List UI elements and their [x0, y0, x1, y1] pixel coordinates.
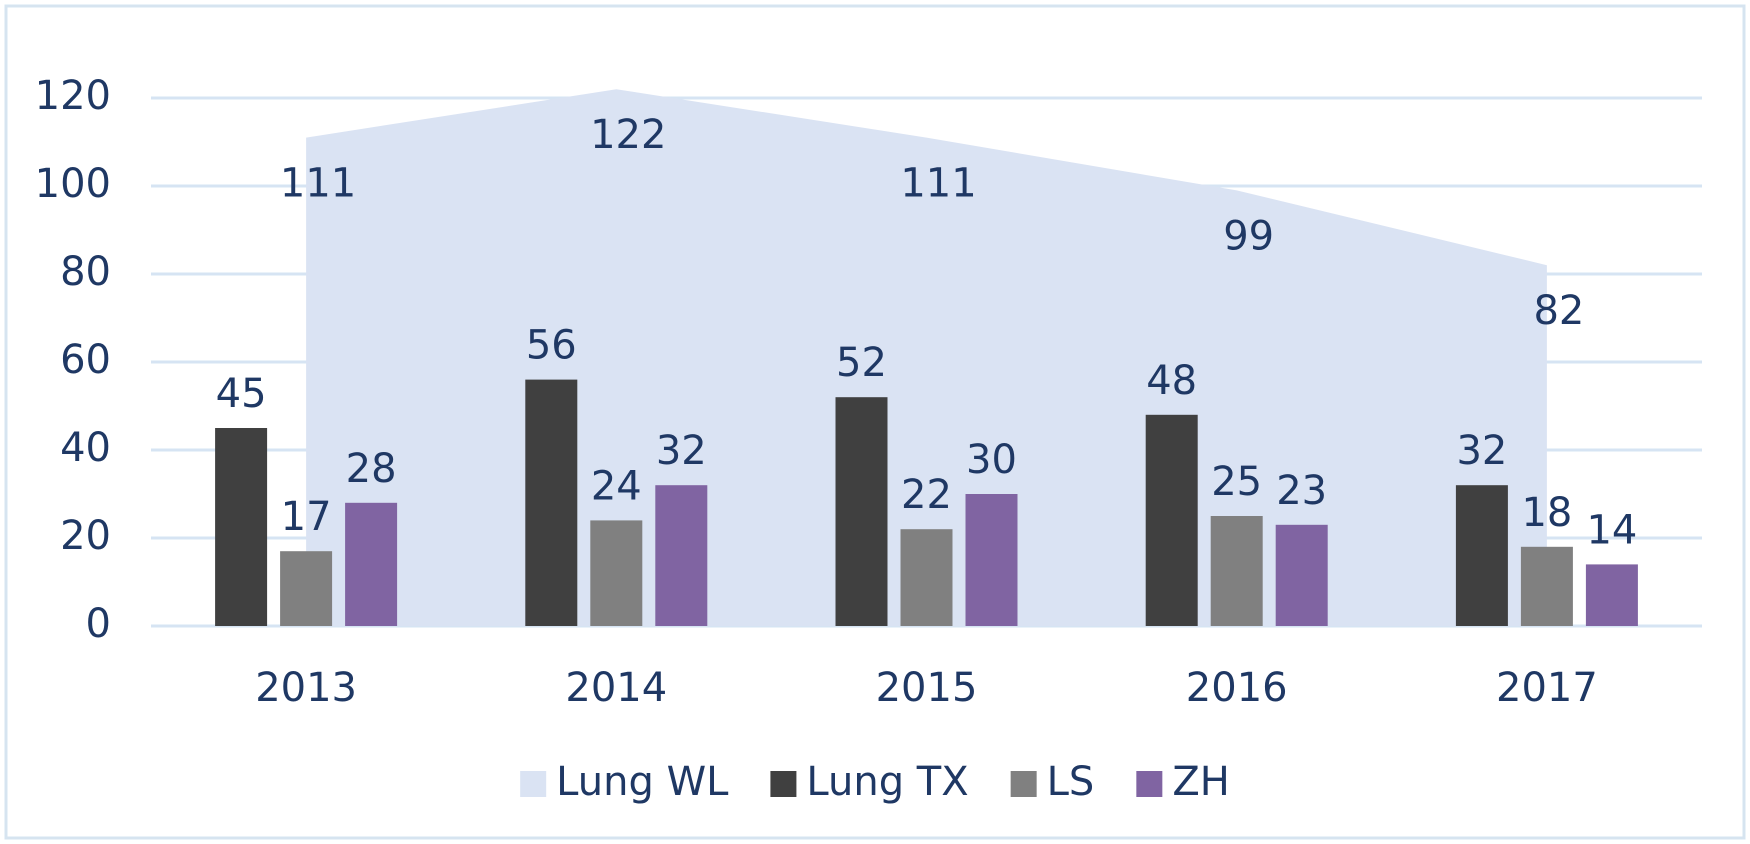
- bar: [965, 494, 1018, 626]
- legend-item: Lung TX: [770, 759, 969, 805]
- data-label: 45: [216, 371, 267, 417]
- legend-label: ZH: [1172, 759, 1229, 805]
- bar: [280, 551, 333, 626]
- y-tick-label: 120: [35, 73, 111, 119]
- data-label: 48: [1146, 358, 1197, 404]
- data-label: 99: [1223, 213, 1274, 259]
- data-label: 23: [1276, 468, 1327, 514]
- y-tick-label: 20: [60, 513, 111, 559]
- x-tick-label: 2014: [565, 665, 667, 711]
- bar: [525, 379, 578, 626]
- y-tick-label: 0: [86, 601, 111, 647]
- area: [306, 89, 1547, 626]
- data-label: 32: [656, 428, 707, 474]
- data-label: 14: [1586, 507, 1637, 553]
- data-label: 30: [966, 437, 1017, 483]
- data-label: 56: [526, 323, 577, 369]
- data-label: 17: [281, 494, 332, 540]
- x-tick-label: 2017: [1496, 665, 1598, 711]
- data-label: 24: [591, 463, 642, 509]
- legend-label: Lung TX: [806, 759, 968, 805]
- bar: [1210, 516, 1263, 626]
- bar: [900, 529, 953, 626]
- y-tick-label: 80: [60, 249, 111, 295]
- data-label: 111: [280, 161, 356, 207]
- legend-label: LS: [1047, 759, 1095, 805]
- data-label: 52: [836, 340, 887, 386]
- bar: [655, 485, 708, 626]
- bar: [345, 502, 398, 626]
- bar: [1455, 485, 1508, 626]
- legend-item: Lung WL: [520, 759, 729, 805]
- bar: [215, 428, 268, 626]
- data-label: 32: [1456, 428, 1507, 474]
- legend-item: ZH: [1136, 759, 1230, 805]
- data-label: 82: [1533, 288, 1584, 334]
- bar: [590, 520, 643, 626]
- legend-swatch: [520, 771, 547, 797]
- bar: [835, 397, 888, 626]
- legend-label: Lung WL: [556, 759, 729, 805]
- y-tick-label: 100: [35, 161, 111, 207]
- x-tick-label: 2013: [255, 665, 357, 711]
- bar: [1145, 414, 1198, 626]
- data-label: 25: [1211, 459, 1262, 505]
- legend-swatch: [770, 771, 797, 797]
- x-tick-label: 2016: [1186, 665, 1288, 711]
- data-label: 18: [1521, 490, 1572, 536]
- data-label: 22: [901, 472, 952, 518]
- x-tick-label: 2015: [876, 665, 978, 711]
- bar: [1585, 564, 1638, 626]
- legend-swatch: [1136, 771, 1163, 797]
- y-tick-label: 60: [60, 337, 111, 383]
- legend-swatch: [1010, 771, 1037, 797]
- y-tick-label: 40: [60, 425, 111, 471]
- legend-item: LS: [1010, 759, 1095, 805]
- data-label: 111: [900, 161, 976, 207]
- data-label: 122: [590, 112, 666, 158]
- bar: [1275, 524, 1328, 626]
- data-label: 28: [346, 446, 397, 492]
- bar: [1520, 546, 1573, 626]
